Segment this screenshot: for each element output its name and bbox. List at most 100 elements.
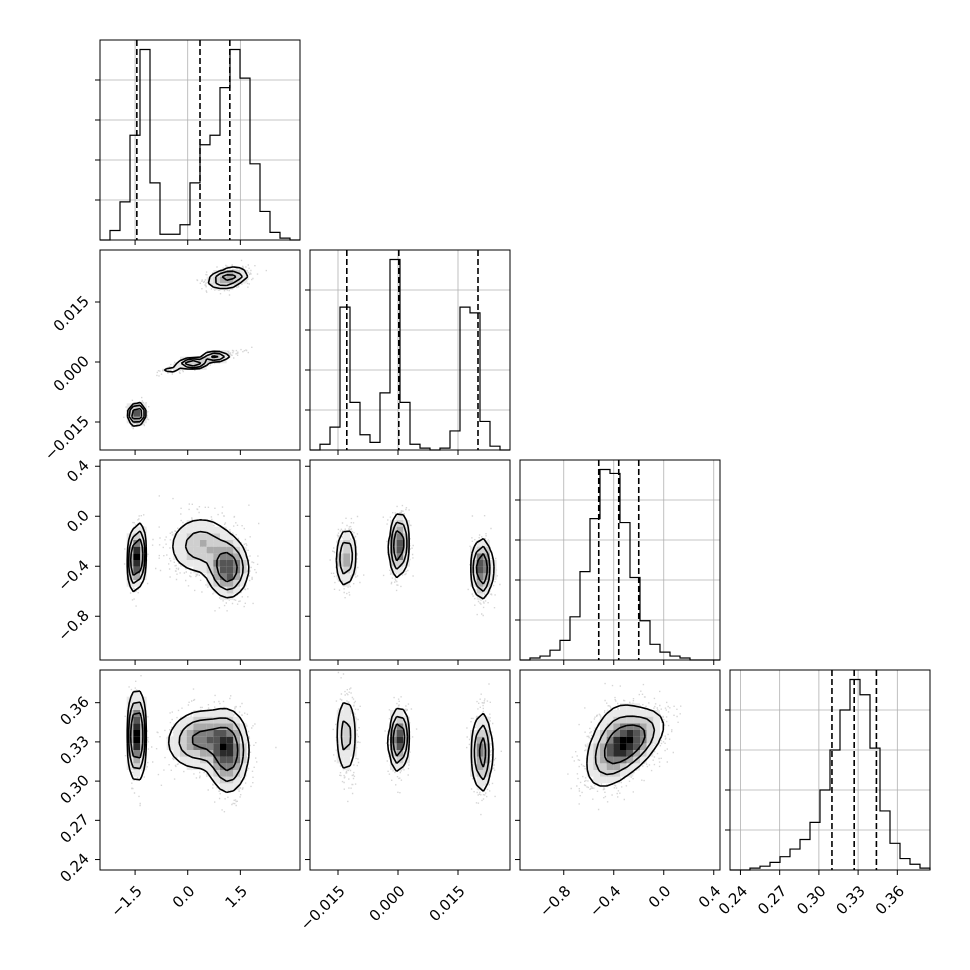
density-cell bbox=[350, 566, 357, 574]
density-cell bbox=[200, 710, 207, 717]
density-cell bbox=[390, 750, 397, 757]
density-cell bbox=[180, 723, 187, 730]
density-cell bbox=[186, 736, 194, 744]
contour-line bbox=[603, 724, 646, 765]
density-cell bbox=[600, 776, 607, 784]
density-cell bbox=[620, 716, 627, 724]
density-cell bbox=[206, 573, 214, 580]
density-cell bbox=[200, 566, 207, 574]
scatter-panel-p0-p3: −1.5 0.0 1.5 0.24 0.270.300.330.36 bbox=[56, 669, 301, 921]
density-cell bbox=[220, 546, 227, 554]
density-cell bbox=[343, 560, 350, 567]
density-cell bbox=[240, 270, 247, 277]
density-cell bbox=[626, 750, 634, 757]
panel-content bbox=[124, 675, 277, 813]
density-cell bbox=[220, 743, 227, 750]
density-cell bbox=[226, 763, 234, 770]
y-tick-label: 0.36 bbox=[56, 693, 92, 729]
density-cell bbox=[476, 716, 484, 724]
density-cell bbox=[226, 586, 234, 594]
density-cell bbox=[343, 723, 350, 730]
density-cell bbox=[220, 540, 227, 547]
density-cell bbox=[476, 586, 484, 594]
density-cell bbox=[470, 736, 477, 744]
contour-line bbox=[340, 715, 490, 781]
density-cell bbox=[613, 776, 620, 784]
density-cell bbox=[240, 770, 247, 777]
density-cell bbox=[233, 540, 240, 547]
density-cell bbox=[606, 756, 614, 764]
density-cell bbox=[240, 736, 247, 744]
density-cell bbox=[620, 703, 627, 710]
panel-content bbox=[329, 504, 501, 617]
density-cell bbox=[476, 580, 484, 587]
y-tick-label: −0.4 bbox=[54, 556, 92, 594]
contour-line bbox=[336, 701, 494, 792]
density-cell bbox=[173, 553, 180, 560]
y-tick-label: 0.015 bbox=[50, 292, 93, 335]
density-cell bbox=[640, 710, 647, 717]
density-cell bbox=[646, 736, 654, 744]
density-cell bbox=[476, 560, 484, 567]
x-tick-label: 0.33 bbox=[833, 882, 869, 918]
density-cell bbox=[220, 553, 227, 560]
density-cell bbox=[213, 540, 220, 547]
density-cell bbox=[206, 520, 214, 527]
density-cell bbox=[193, 533, 200, 540]
y-tick-label: 0.000 bbox=[50, 352, 93, 395]
density-cell bbox=[140, 560, 147, 567]
density-cell bbox=[200, 723, 207, 730]
density-cell bbox=[613, 736, 620, 744]
density-cell bbox=[606, 710, 614, 717]
density-cell bbox=[593, 736, 600, 744]
contour-line bbox=[586, 704, 665, 787]
density-cell bbox=[633, 743, 640, 750]
density-cell bbox=[140, 723, 147, 730]
density-cell bbox=[220, 586, 227, 594]
density-cell bbox=[336, 750, 344, 757]
density-cell bbox=[140, 573, 147, 580]
y-tick-label: 0.24 bbox=[56, 850, 92, 886]
density-cell bbox=[206, 553, 214, 560]
density-cell bbox=[396, 716, 404, 724]
contour-line bbox=[129, 712, 239, 772]
density-cell bbox=[640, 723, 647, 730]
density-cell bbox=[476, 776, 484, 784]
density-cell bbox=[403, 526, 410, 534]
density-cell bbox=[213, 750, 220, 757]
scatter-panel-p1-p2 bbox=[305, 459, 511, 665]
density-cell bbox=[126, 560, 134, 567]
panel-frame bbox=[729, 669, 931, 871]
density-cell bbox=[396, 513, 404, 520]
density-cell bbox=[133, 730, 140, 737]
density-cell bbox=[206, 710, 214, 717]
density-cell bbox=[193, 710, 200, 717]
panel-frame bbox=[309, 249, 511, 451]
density-cell bbox=[606, 723, 614, 730]
density-cell bbox=[226, 553, 234, 560]
density-cell bbox=[390, 716, 397, 724]
density-cell bbox=[213, 763, 220, 770]
density-cell bbox=[233, 716, 240, 724]
panel-frame bbox=[519, 459, 721, 661]
density-cell bbox=[213, 270, 220, 277]
density-cell bbox=[220, 723, 227, 730]
hist-panel-p3: 0.24 0.27 0.30 0.33 0.36 bbox=[715, 669, 931, 918]
density-cell bbox=[193, 716, 200, 724]
density-cell bbox=[220, 716, 227, 724]
panel-frame bbox=[99, 39, 301, 241]
density-cell bbox=[220, 763, 227, 770]
density-cell bbox=[226, 283, 234, 290]
density-cell bbox=[226, 566, 234, 574]
panel-content bbox=[123, 259, 267, 430]
density-cell bbox=[126, 553, 134, 560]
hist-panel-p2 bbox=[515, 459, 721, 665]
density-cell bbox=[180, 526, 187, 534]
density-cell bbox=[396, 730, 404, 737]
density-cell bbox=[626, 756, 634, 764]
density-cell bbox=[613, 730, 620, 737]
density-cell bbox=[213, 526, 220, 534]
density-cell bbox=[226, 736, 234, 744]
panel-frame bbox=[519, 669, 721, 871]
density-cell bbox=[213, 283, 220, 290]
